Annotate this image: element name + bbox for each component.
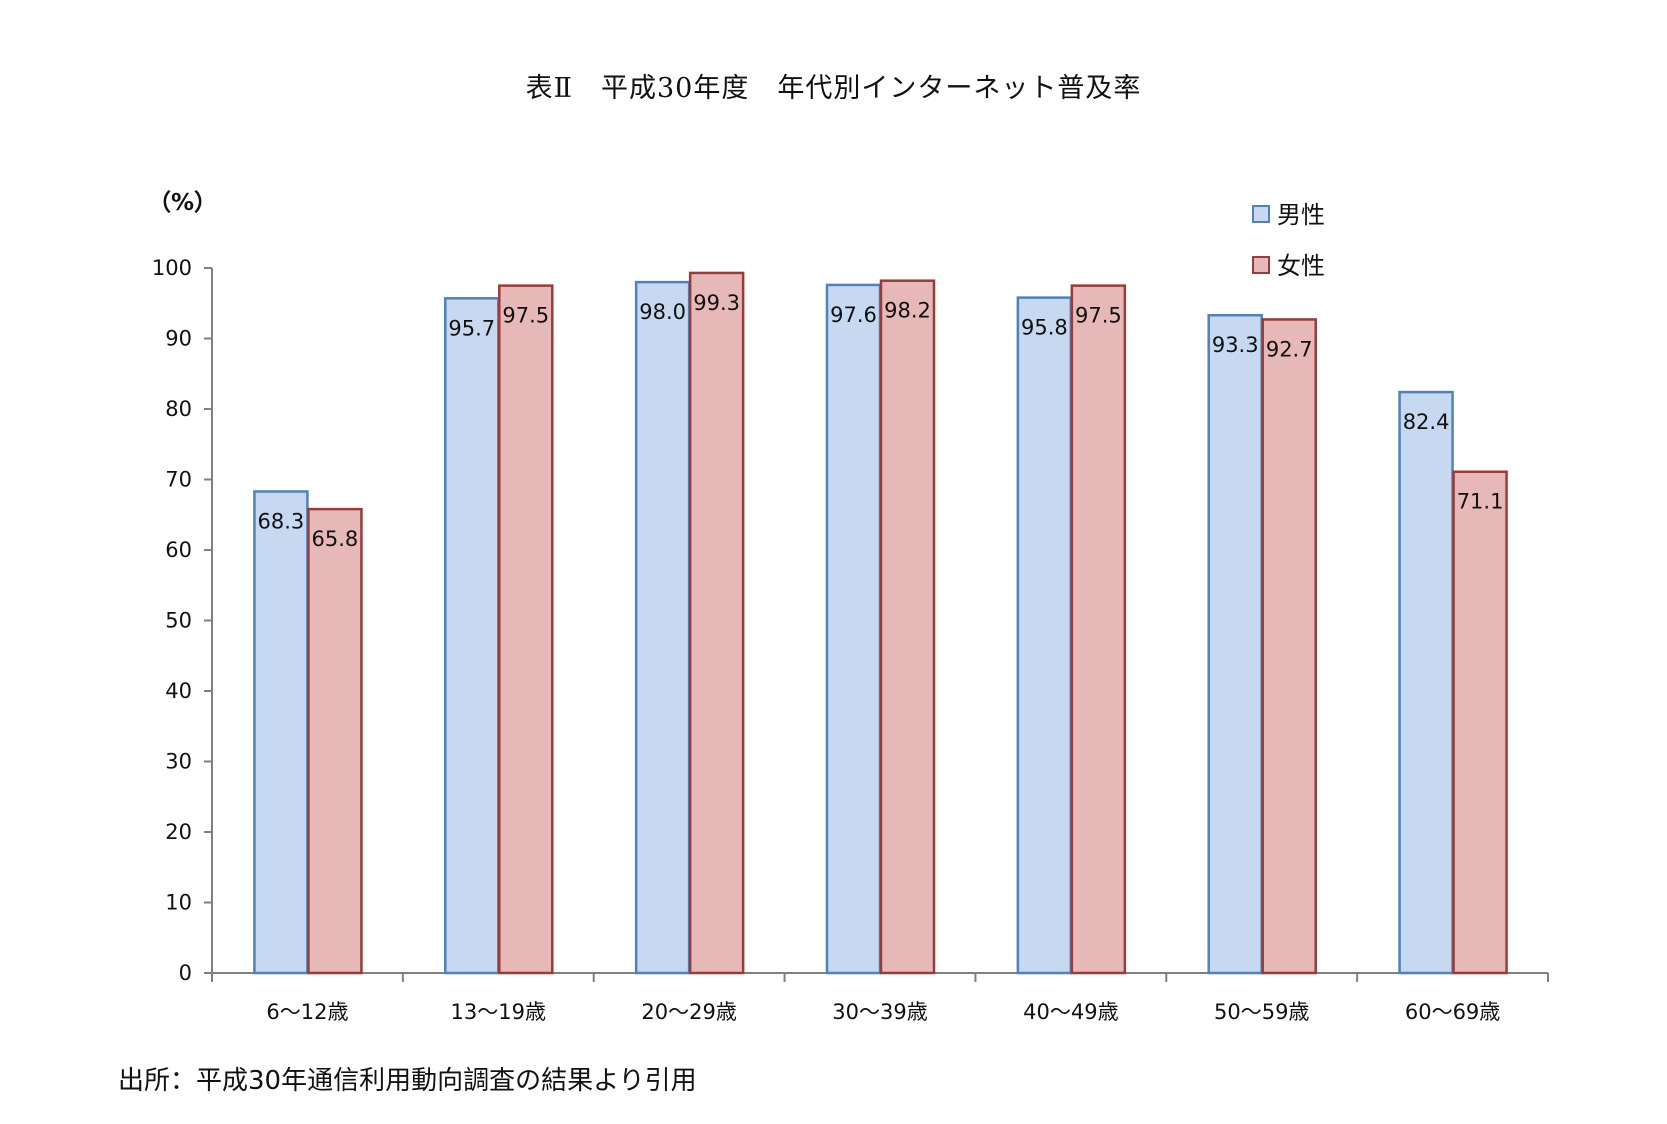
bar-male [1398, 390, 1454, 975]
y-tick-label: 70 [165, 468, 192, 492]
plot-area: 0 10 20 30 40 50 60 70 80 90 100 6～12歳 68.3 65.8 13～19… [152, 256, 1549, 1024]
y-tick-label: 100 [152, 256, 192, 280]
bar-male [634, 280, 691, 975]
legend: 男性 女性 [1252, 201, 1325, 280]
y-tick-label: 30 [165, 750, 192, 774]
bar-male [444, 297, 500, 975]
y-tick-label: 80 [165, 397, 192, 421]
data-label-male: 93.3 [1212, 333, 1259, 357]
bar-male [1207, 313, 1263, 975]
bar-female [1261, 318, 1317, 975]
bar-male [1016, 296, 1073, 975]
chart-title: 表Ⅱ 平成30年度 年代別インターネット普及率 [525, 73, 1142, 104]
legend-swatch-male [1252, 205, 1270, 223]
x-category-label: 6～12歳 [266, 1000, 348, 1024]
legend-label-female: 女性 [1277, 252, 1325, 280]
data-label-female: 99.3 [693, 291, 740, 315]
data-label-male: 95.8 [1021, 316, 1068, 340]
data-label-female: 98.2 [884, 299, 931, 323]
bar-female [1452, 470, 1508, 975]
y-tick-label: 50 [165, 609, 192, 633]
bar-male [825, 283, 882, 975]
data-label-female: 97.5 [1075, 304, 1122, 328]
source-note: 出所：平成30年通信利用動向調査の結果より引用 [118, 1066, 697, 1096]
bar-female [498, 284, 554, 975]
data-label-male: 95.7 [448, 316, 495, 340]
bar-female [688, 271, 745, 975]
bar-female [879, 279, 936, 975]
y-tick-label: 20 [165, 820, 192, 844]
y-tick-label: 0 [179, 961, 192, 985]
x-category-label: 13～19歳 [451, 1000, 546, 1024]
data-label-male: 97.6 [830, 303, 877, 327]
data-label-female: 97.5 [502, 304, 549, 328]
x-category-label: 50～59歳 [1214, 1000, 1309, 1024]
y-axis-unit-label: （%） [148, 189, 217, 216]
x-category-label: 40～49歳 [1023, 1000, 1118, 1024]
data-label-female: 65.8 [312, 527, 359, 551]
y-tick-label: 60 [165, 538, 192, 562]
data-label-female: 71.1 [1457, 490, 1504, 514]
data-label-female: 92.7 [1266, 337, 1313, 361]
data-label-male: 98.0 [639, 300, 686, 324]
bar-male [253, 490, 309, 975]
y-tick-label: 40 [165, 679, 192, 703]
x-category-label: 30～39歳 [832, 1000, 927, 1024]
bar-female [1070, 284, 1127, 975]
x-category-label: 60～69歳 [1405, 1000, 1500, 1024]
y-tick-label: 90 [165, 327, 192, 351]
y-tick-label: 10 [165, 891, 192, 915]
legend-swatch-female [1252, 256, 1270, 274]
legend-label-male: 男性 [1277, 201, 1325, 229]
bar-female [307, 507, 363, 975]
data-label-male: 68.3 [258, 509, 305, 533]
x-category-label: 20～29歳 [641, 1000, 736, 1024]
data-label-male: 82.4 [1403, 410, 1450, 434]
